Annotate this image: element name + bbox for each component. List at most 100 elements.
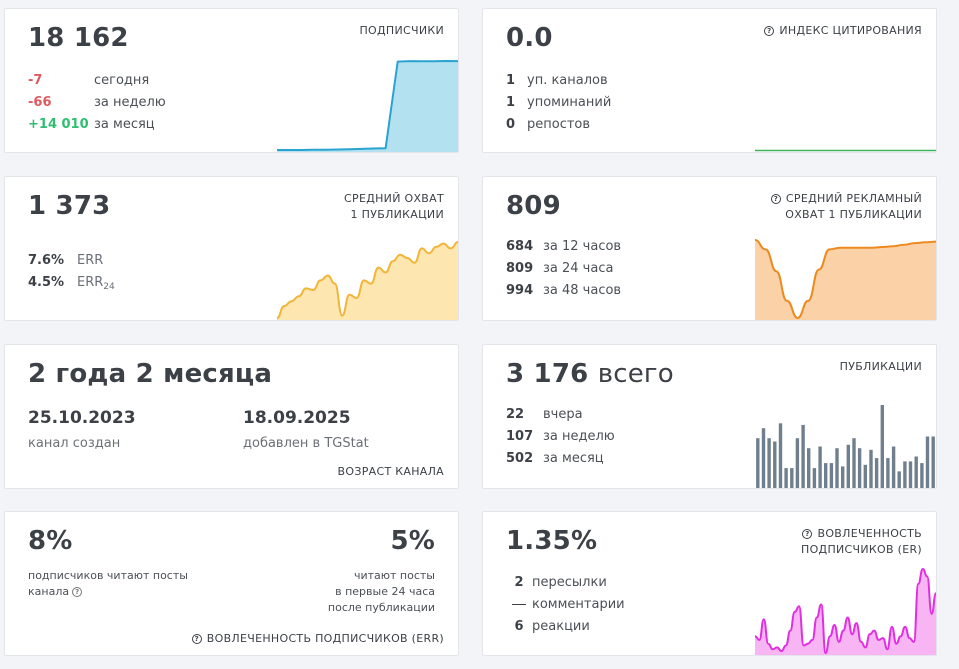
err24-row: 4.5% ERR24 xyxy=(28,272,115,294)
spark-reach-area xyxy=(277,242,458,320)
channel-age-card[interactable]: 2 года 2 месяца 25.10.2023 канал создан … xyxy=(4,344,459,489)
spark-ad-area xyxy=(755,240,936,320)
er-chart xyxy=(755,568,936,655)
ad-reach-card[interactable]: 809 ? СРЕДНИЙ РЕКЛАМНЫЙ ОХВАТ 1 ПУБЛИКАЦИ… xyxy=(482,176,937,321)
publications-bar xyxy=(778,423,783,488)
subscribers-label: ПОДПИСЧИКИ xyxy=(359,24,444,37)
er-comments-row: комментарии xyxy=(506,594,625,616)
publications-bar xyxy=(897,471,901,488)
publications-bar xyxy=(925,436,930,488)
engagement-err-card[interactable]: 8% подписчиков читают посты канала? 5% ч… xyxy=(4,511,459,656)
subscribers-week-text: за неделю xyxy=(94,95,166,110)
publications-bar xyxy=(908,461,913,488)
citation-index-value: 0.0 xyxy=(506,23,553,53)
question-icon[interactable]: ? xyxy=(72,587,83,597)
readers-note: подписчиков читают посты канала? xyxy=(28,568,203,600)
er-forwards-value: 2 xyxy=(514,575,524,590)
citation-card[interactable]: 0.0 ? ИНДЕКС ЦИТИРОВАНИЯ 1 уп. каналов 1 уп… xyxy=(482,8,937,153)
publications-bar xyxy=(801,424,805,488)
publications-month-row: 502 за месяц xyxy=(506,448,615,470)
publications-week-row: 107 за неделю xyxy=(506,426,615,448)
reach-card[interactable]: 1 373 СРЕДНИЙ ОХВАТ 1 ПУБЛИКАЦИИ 7.6% ERR… xyxy=(4,176,459,321)
citation-channels-text: уп. каналов xyxy=(527,73,608,88)
reach-label: СРЕДНИЙ ОХВАТ 1 ПУБЛИКАЦИИ xyxy=(344,191,444,223)
spark-subs-line xyxy=(277,60,458,151)
channel-created-label: канал создан xyxy=(28,436,121,451)
publications-month-text: за месяц xyxy=(543,451,604,466)
ad-reach-48h-text: за 48 часов xyxy=(543,283,622,298)
spark-er-area xyxy=(755,569,936,655)
citation-label: ? ИНДЕКС ЦИТИРОВАНИЯ xyxy=(764,23,922,39)
question-icon[interactable]: ? xyxy=(764,26,775,36)
er-comments-value xyxy=(506,594,532,616)
channel-added-date: 18.09.2025 xyxy=(243,408,351,428)
citation-reposts-row: 0 репостов xyxy=(506,114,611,136)
citation-channels-row: 1 уп. каналов xyxy=(506,70,611,92)
er-reactions-row: 6 реакции xyxy=(506,616,625,638)
citation-channels-value: 1 xyxy=(506,73,516,88)
citation-mentions-row: 1 упоминаний xyxy=(506,92,611,114)
ad-reach-value: 809 xyxy=(506,191,561,221)
citation-label-text: ИНДЕКС ЦИТИРОВАНИЯ xyxy=(779,24,922,37)
ad-reach-12h-row: 684 за 12 часов xyxy=(506,236,621,258)
publications-bar xyxy=(835,448,839,488)
ad-reach-label-line1: ? СРЕДНИЙ РЕКЛАМНЫЙ xyxy=(770,191,922,207)
question-icon[interactable]: ? xyxy=(191,634,202,644)
readers-24h-note: читают посты в первые 24 часа после публ… xyxy=(328,568,435,616)
er-comments-text: комментарии xyxy=(532,597,625,612)
er-reactions-text: реакции xyxy=(532,619,590,634)
subscribers-month-row: +14 010 за месяц xyxy=(28,114,166,136)
ad-reach-24h-text: за 24 часа xyxy=(543,261,614,276)
subscribers-month-value: +14 010 xyxy=(28,117,89,132)
publications-total-value: 3 176 xyxy=(506,359,589,389)
publications-total: 3 176 всего xyxy=(506,359,674,389)
publications-bar xyxy=(880,405,884,488)
er-label-line1: ? ВОВЛЕЧЕННОСТЬ xyxy=(801,526,922,542)
publications-bar xyxy=(857,448,862,488)
publications-bar xyxy=(829,463,834,488)
channel-age-label: ВОЗРАСТ КАНАЛА xyxy=(337,465,444,478)
subscribers-stats: -7 сегодня -66 за неделю +14 010 за месяц xyxy=(28,70,166,136)
question-icon[interactable]: ? xyxy=(770,194,781,204)
publications-bar xyxy=(756,438,760,488)
engagement-err-label-text: ВОВЛЕЧЕННОСТЬ ПОДПИСЧИКОВ (ERR) xyxy=(206,632,444,645)
ad-reach-label-line2: ОХВАТ 1 ПУБЛИКАЦИИ xyxy=(785,208,922,221)
reach-label-line1: СРЕДНИЙ ОХВАТ xyxy=(344,192,444,205)
publications-bar xyxy=(846,444,850,488)
publications-bar xyxy=(863,464,867,488)
er-forwards-row: 2 пересылки xyxy=(506,572,625,594)
ad-reach-12h-text: за 12 часов xyxy=(543,239,622,254)
ad-reach-label-line1-text: СРЕДНИЙ РЕКЛАМНЫЙ xyxy=(785,192,922,205)
publications-yesterday-value: 22 xyxy=(506,407,525,422)
er-label-line2: ПОДПИСЧИКОВ (ER) xyxy=(801,543,922,556)
er-label-line1-text: ВОВЛЕЧЕННОСТЬ xyxy=(817,527,922,540)
channel-added-label: добавлен в TGStat xyxy=(243,436,369,451)
er-label: ? ВОВЛЕЧЕННОСТЬ ПОДПИСЧИКОВ (ER) xyxy=(801,526,922,558)
subscribers-card[interactable]: 18 162 ПОДПИСЧИКИ -7 сегодня -66 за неделю… xyxy=(4,8,459,153)
citation-mentions-text: упоминаний xyxy=(527,95,612,110)
ad-reach-24h-row: 809 за 24 часа xyxy=(506,258,621,280)
publications-chart xyxy=(756,405,935,488)
er-value: 1.35% xyxy=(506,526,598,556)
readers-24h-note-line2: в первые 24 часа xyxy=(335,585,435,598)
publications-bar xyxy=(891,446,896,488)
err24-label: ERR xyxy=(77,275,104,290)
publications-stats: 22 вчера 107 за неделю 502 за месяц xyxy=(506,404,615,470)
publications-label: ПУБЛИКАЦИИ xyxy=(839,360,922,373)
publications-bar xyxy=(824,463,828,488)
subscribers-chart xyxy=(277,60,458,152)
publications-week-value: 107 xyxy=(506,429,534,444)
question-icon[interactable]: ? xyxy=(802,529,813,539)
publications-bar xyxy=(773,441,777,488)
publications-bar xyxy=(790,468,794,488)
citation-mentions-value: 1 xyxy=(506,95,516,110)
publications-card[interactable]: 3 176 всего ПУБЛИКАЦИИ 22 вчера 107 за нед… xyxy=(482,344,937,489)
reach-label-line2: 1 ПУБЛИКАЦИИ xyxy=(350,208,444,221)
citation-stats: 1 уп. каналов 1 упоминаний 0 репостов xyxy=(506,70,611,136)
citation-chart xyxy=(755,149,936,152)
citation-reposts-value: 0 xyxy=(506,117,516,132)
publications-bar xyxy=(852,438,856,488)
publications-bar xyxy=(886,458,890,488)
publications-week-text: за неделю xyxy=(543,429,615,444)
